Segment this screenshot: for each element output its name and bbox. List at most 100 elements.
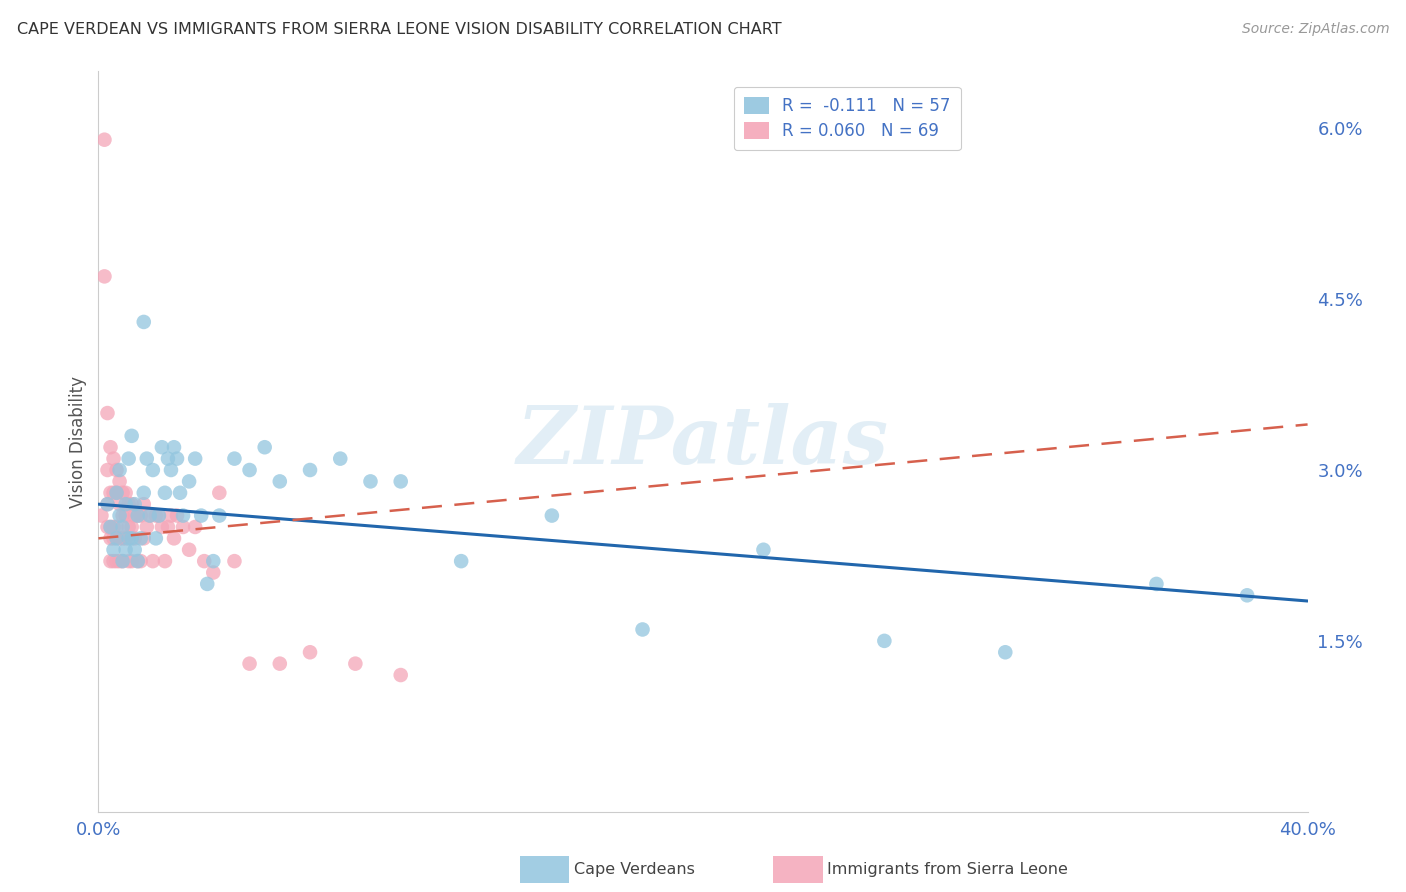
Point: [224, 554, 246, 568]
Point: [108, 475, 131, 489]
Point: [145, 508, 167, 523]
Point: [139, 508, 162, 523]
Point: [118, 532, 141, 546]
Point: [132, 315, 155, 329]
Point: [108, 463, 131, 477]
Point: [156, 451, 179, 466]
Point: [127, 554, 149, 568]
Point: [96, 463, 118, 477]
Point: [150, 520, 173, 534]
Point: [360, 475, 382, 489]
Point: [124, 497, 146, 511]
Text: Source: ZipAtlas.com: Source: ZipAtlas.com: [1241, 22, 1389, 37]
Point: [111, 485, 134, 500]
Point: [142, 554, 165, 568]
Point: [269, 475, 291, 489]
Point: [193, 554, 215, 568]
Text: ZIPatlas: ZIPatlas: [517, 403, 889, 480]
Point: [127, 554, 149, 568]
Point: [239, 463, 262, 477]
Point: [195, 577, 218, 591]
Point: [1236, 588, 1258, 602]
Text: Cape Verdeans: Cape Verdeans: [574, 863, 695, 877]
Point: [540, 508, 562, 523]
Point: [100, 520, 122, 534]
Point: [124, 532, 146, 546]
Point: [114, 532, 136, 546]
Point: [450, 554, 472, 568]
Point: [118, 497, 141, 511]
Point: [184, 520, 207, 534]
Point: [163, 440, 186, 454]
Point: [132, 497, 155, 511]
Point: [103, 520, 125, 534]
Point: [90, 508, 112, 523]
Point: [148, 508, 170, 523]
Point: [96, 520, 118, 534]
Point: [93, 269, 115, 284]
Point: [172, 508, 194, 523]
Point: [96, 497, 118, 511]
Point: [129, 554, 152, 568]
Point: [160, 463, 183, 477]
Point: [105, 532, 128, 546]
Point: [111, 554, 134, 568]
Point: [124, 542, 146, 557]
Point: [118, 451, 141, 466]
Point: [631, 623, 654, 637]
Point: [105, 485, 128, 500]
Point: [114, 497, 136, 511]
Point: [100, 520, 122, 534]
Point: [202, 566, 225, 580]
Text: Immigrants from Sierra Leone: Immigrants from Sierra Leone: [827, 863, 1067, 877]
Point: [148, 508, 170, 523]
Point: [121, 554, 143, 568]
Point: [100, 440, 122, 454]
Point: [208, 485, 231, 500]
Point: [100, 532, 122, 546]
Point: [103, 554, 125, 568]
Point: [344, 657, 367, 671]
Point: [114, 508, 136, 523]
Point: [156, 520, 179, 534]
Point: [184, 451, 207, 466]
Point: [100, 554, 122, 568]
Point: [160, 508, 183, 523]
Point: [111, 508, 134, 523]
Point: [96, 406, 118, 420]
Point: [139, 508, 162, 523]
Text: CAPE VERDEAN VS IMMIGRANTS FROM SIERRA LEONE VISION DISABILITY CORRELATION CHART: CAPE VERDEAN VS IMMIGRANTS FROM SIERRA L…: [17, 22, 782, 37]
Point: [752, 542, 775, 557]
Point: [389, 475, 412, 489]
Point: [121, 532, 143, 546]
Point: [118, 554, 141, 568]
Point: [105, 520, 128, 534]
Point: [166, 451, 188, 466]
Point: [105, 485, 128, 500]
Point: [163, 532, 186, 546]
Point: [108, 508, 131, 523]
Point: [153, 554, 176, 568]
Point: [100, 485, 122, 500]
Point: [142, 463, 165, 477]
Point: [145, 532, 167, 546]
Point: [103, 532, 125, 546]
Point: [121, 429, 143, 443]
Point: [121, 497, 143, 511]
Y-axis label: Vision Disability: Vision Disability: [69, 376, 87, 508]
Point: [269, 657, 291, 671]
Point: [172, 520, 194, 534]
Point: [111, 554, 134, 568]
Point: [166, 508, 188, 523]
Point: [129, 508, 152, 523]
Point: [873, 633, 896, 648]
Point: [124, 508, 146, 523]
Point: [111, 520, 134, 534]
Point: [121, 520, 143, 534]
Point: [118, 520, 141, 534]
Point: [111, 532, 134, 546]
Point: [179, 475, 201, 489]
Point: [299, 645, 322, 659]
Point: [202, 554, 225, 568]
Point: [179, 542, 201, 557]
